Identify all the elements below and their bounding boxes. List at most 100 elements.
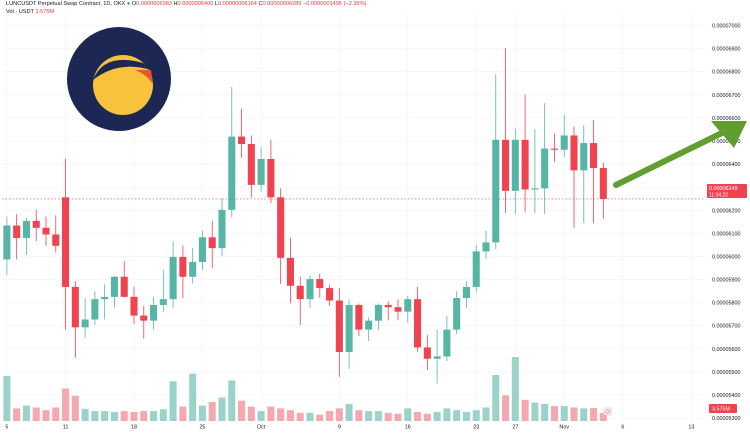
candle-body — [91, 299, 99, 320]
candle-body — [335, 300, 343, 353]
volume-bar — [443, 408, 451, 421]
y-tick-label: 0.00005900 — [712, 278, 740, 284]
candle-body — [130, 296, 138, 316]
volume-bar — [345, 403, 353, 421]
y-tick-label: 0.00007000 — [712, 24, 740, 30]
candle-body — [62, 197, 70, 287]
volume-bar — [521, 399, 529, 421]
candle-body — [140, 315, 148, 321]
x-tick-label: Oct — [257, 425, 266, 431]
volume-badge: 3.575M — [709, 404, 737, 413]
volume-bar — [482, 407, 490, 421]
volume-bar — [42, 410, 50, 421]
close-value: 0.00000006289 — [262, 1, 302, 7]
volume-bar — [169, 381, 177, 421]
y-tick-label: 0.00005800 — [712, 301, 740, 307]
candle-body — [560, 135, 568, 150]
volume-label: Vol · USDT — [6, 9, 34, 15]
volume-bar — [71, 395, 79, 421]
volume-bar — [394, 413, 402, 421]
volume-bar — [130, 411, 138, 421]
candle-body — [374, 304, 382, 321]
volume-bar — [81, 408, 89, 421]
candle-body — [326, 288, 334, 301]
candle-body — [492, 139, 500, 243]
volume-bar — [296, 412, 304, 421]
candle-body — [228, 136, 236, 210]
candle-body — [22, 220, 30, 238]
x-tick-label: 27 — [512, 425, 518, 431]
x-tick-label: 25 — [199, 425, 205, 431]
y-tick-label: 0.00006700 — [712, 93, 740, 99]
volume-bar — [208, 402, 216, 421]
candle-body — [541, 148, 549, 189]
volume-bar — [335, 408, 343, 421]
volume-bar — [541, 403, 549, 421]
candle-body — [472, 251, 480, 287]
grid — [2, 14, 706, 425]
volume-bar — [277, 408, 285, 421]
candle-body — [198, 237, 206, 262]
volume-bar — [355, 410, 363, 421]
volume-bars — [3, 357, 607, 421]
candle-body — [238, 136, 246, 144]
change-value: −0.0000001495 (−2.35%) — [302, 1, 367, 7]
volume-bar — [462, 411, 470, 421]
volume-bar — [3, 375, 11, 421]
candle-body — [296, 285, 304, 300]
candle-body — [101, 296, 109, 300]
candle-body — [502, 139, 510, 191]
candle-body — [570, 135, 578, 171]
volume-bar — [247, 406, 255, 421]
volume-bar — [101, 411, 109, 421]
candle-body — [531, 188, 539, 190]
candle-body — [42, 227, 50, 235]
x-tick-label: 18 — [131, 425, 137, 431]
x-tick-label: 9 — [338, 425, 341, 431]
candle-body — [208, 237, 216, 249]
candle-body — [150, 304, 158, 321]
candle-body — [550, 148, 558, 150]
volume-header: Vol · USDT 3.575M — [6, 9, 54, 15]
terra-luna-classic-logo-icon — [67, 27, 171, 131]
candle-body — [511, 139, 519, 191]
volume-bar — [306, 412, 314, 421]
y-tick-label: 0.00006100 — [712, 231, 740, 237]
volume-bar — [423, 413, 431, 421]
candle-body — [247, 143, 255, 185]
volume-bar — [218, 397, 226, 421]
candle-body — [81, 319, 89, 328]
open-value: 0.0000006383 — [136, 1, 172, 7]
volume-bar — [286, 410, 294, 421]
volume-bar — [52, 407, 60, 421]
candle-body — [462, 286, 470, 299]
candle-body — [433, 356, 441, 359]
y-tick-label: 0.00006600 — [712, 116, 740, 122]
volume-bar — [433, 411, 441, 421]
x-tick-label: 6 — [621, 425, 624, 431]
volume-bar — [326, 411, 334, 421]
volume-bar — [492, 375, 500, 421]
candle-body — [71, 286, 79, 328]
volume-value: 3.575M — [35, 9, 55, 15]
candle-body — [120, 276, 128, 297]
candle-body — [169, 256, 177, 300]
symbol-header: LUNCUSDT Perpetual Swap Contract, 1D, OK… — [6, 1, 367, 7]
gear-icon[interactable] — [603, 407, 612, 416]
last-price-countdown: 11:34:22 — [709, 193, 728, 199]
candle-body — [414, 299, 422, 348]
time-axis[interactable]: 5 11 18 25 Oct 9 16 23 27 Nov 6 13 — [5, 425, 694, 431]
candle-body — [3, 225, 11, 260]
y-tick-label: 0.00006900 — [712, 47, 740, 53]
candle-body — [443, 329, 451, 357]
volume-bar — [91, 411, 99, 421]
volume-bar — [198, 405, 206, 421]
y-tick-label: 0.00006800 — [712, 70, 740, 76]
candle-body — [52, 234, 60, 246]
volume-bar — [531, 402, 539, 421]
candle-body — [32, 220, 40, 228]
price-axis[interactable]: 0.00007000 0.00006900 0.00006800 0.00006700… — [712, 24, 740, 423]
volume-bar — [32, 407, 40, 421]
